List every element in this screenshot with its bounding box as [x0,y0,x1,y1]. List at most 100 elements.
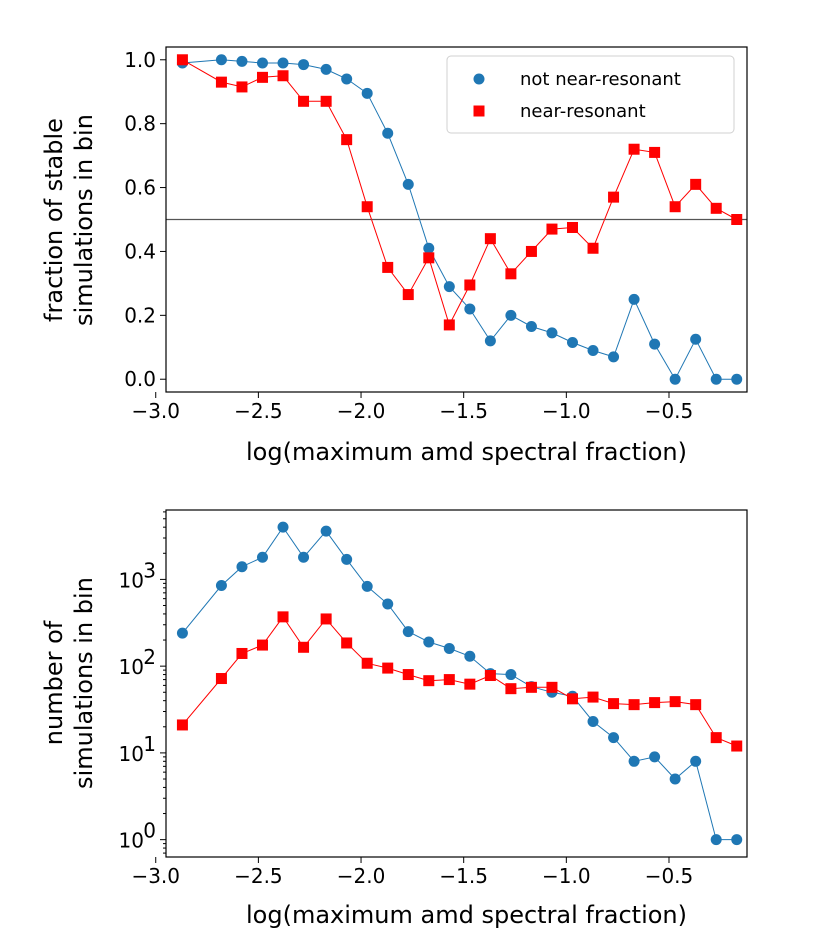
data-point-circle [710,373,722,385]
data-point-square [277,611,289,623]
data-point-square [277,70,289,82]
y-tick-label-exponent: 0 [143,819,156,843]
chart-panel-1: −3.0 −2.5 −2.0 −1.5 −1.0 −0.5 0.0 0.2 0.4 0.6 0.8 1… [40,46,748,466]
data-point-square [382,261,394,273]
data-point-square [256,71,268,83]
data-point-circle [402,178,414,190]
data-point-square [361,201,373,213]
data-point-square [587,242,599,254]
x-tick-label: −2.0 [337,864,386,888]
data-point-circle [256,551,268,563]
y-tick-label: 0.8 [124,112,156,136]
data-point-square [484,233,496,245]
data-point-square [525,245,537,257]
data-point-circle [423,242,435,254]
y-tick-label: 0.6 [124,176,156,200]
x-tick-label: −1.0 [542,399,591,423]
y-axis-label-line-1: number of [40,620,68,745]
data-point-square [649,146,661,158]
data-point-circle [298,59,310,71]
data-point-square [669,201,681,213]
data-point-square [341,134,353,146]
legend-marker-circle [473,73,485,85]
series-line-2 [182,616,737,747]
y-axis-label-line-2: simulations in bin [70,114,98,326]
y-tick-label-exponent: 2 [143,645,156,669]
data-point-circle [277,57,289,69]
data-point-circle [402,626,414,638]
legend-marker-square [473,105,485,117]
y-tick-label: 0.2 [124,303,156,327]
data-point-square [608,698,620,710]
data-point-circle [361,87,373,99]
y-tick-label-exponent: 1 [143,732,156,756]
data-point-circle [423,636,435,648]
data-point-circle [320,63,332,75]
data-point-circle [361,580,373,592]
plot-frame [165,46,748,393]
data-point-circle [341,73,353,85]
x-tick-label: −3.0 [131,864,180,888]
legend-box [446,55,735,134]
data-point-square [423,252,435,264]
data-point-square [215,76,227,88]
data-point-circle [710,834,722,846]
data-point-square [649,697,661,709]
data-point-square [320,95,332,107]
data-point-square [464,279,476,291]
data-point-square [464,678,476,690]
y-axis-label-line-1: fraction of stable [40,118,68,322]
x-tick-label: −2.5 [234,399,283,423]
data-point-square [361,657,373,669]
data-point-square [566,221,578,233]
legend: not near-resonant near-resonant [446,55,735,134]
x-tick-label: −3.0 [131,399,180,423]
data-point-circle [546,327,558,339]
data-point-circle [690,755,702,767]
data-point-circle [256,57,268,69]
data-point-circle [669,373,681,385]
y-tick-label: 0.4 [124,239,156,263]
data-point-square [505,683,517,695]
data-point-circle [690,333,702,345]
y-tick-label: 0.0 [124,367,156,391]
x-tick-label: −1.0 [542,864,591,888]
data-point-square [341,637,353,649]
y-tick-label: 1.0 [124,48,156,72]
data-point-circle [587,344,599,356]
data-point-circle [649,338,661,350]
data-point-square [710,202,722,214]
data-point-circle [731,834,743,846]
data-point-square [628,143,640,155]
data-point-circle [443,642,455,654]
data-point-square [236,647,248,659]
x-tick-label: −2.0 [337,399,386,423]
data-point-square [546,681,558,693]
data-point-circle [320,525,332,537]
data-point-square [710,732,722,744]
data-point-circle [215,54,227,66]
data-point-circle [669,773,681,785]
data-point-square [731,740,743,752]
x-tick-label: −2.5 [234,864,283,888]
data-point-square [443,319,455,331]
data-point-circle [277,521,289,533]
x-tick-label: −0.5 [645,864,694,888]
data-point-circle [525,321,537,333]
data-point-square [443,674,455,686]
data-point-circle [464,650,476,662]
y-tick-label: 10 [119,568,144,592]
legend-label: near-resonant [520,101,646,122]
data-point-square [423,675,435,687]
data-point-circle [587,716,599,728]
data-point-circle [505,669,517,681]
data-point-square [176,719,188,731]
y-tick-label-exponent: 3 [143,558,156,582]
data-point-square [505,268,517,280]
data-point-square [298,95,310,107]
data-point-square [402,669,414,681]
data-point-square [587,691,599,703]
data-point-square [382,662,394,674]
